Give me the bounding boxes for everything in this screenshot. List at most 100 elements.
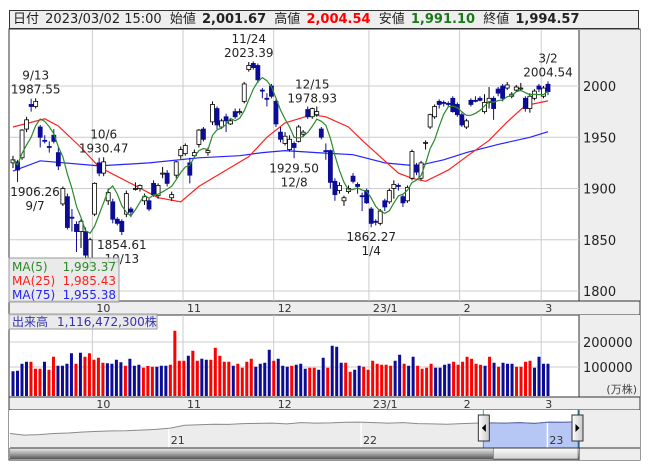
volume-bar-down <box>60 365 64 396</box>
month-tick-label: 3 <box>545 302 552 315</box>
volume-bar-down <box>105 363 109 396</box>
navigator-handle-right[interactable] <box>571 414 584 442</box>
candle-up <box>513 86 519 91</box>
close-label: 終値 <box>483 12 510 27</box>
volume-bar-down <box>357 365 361 396</box>
month-tick-label: 23/1 <box>373 302 398 315</box>
candle-down <box>128 208 134 213</box>
axis-labels: 2000 1950 1900 1850 1800 200000 100000 10 10 11 11… <box>96 80 632 411</box>
candle-down <box>83 231 88 256</box>
volume-bar-up <box>236 363 240 396</box>
candle-down <box>187 162 193 176</box>
volume-bar-up <box>195 360 199 396</box>
volume-bar-up <box>249 358 253 396</box>
navigator-year-label: 21 <box>171 434 185 447</box>
volume-bar-down <box>294 364 298 396</box>
annotation-date: 11/24 <box>231 32 266 46</box>
navigator-scrollbar[interactable] <box>10 447 640 460</box>
volume-bar-down <box>447 363 451 396</box>
annotation-value: 1978.93 <box>287 92 337 106</box>
low-label: 安値 <box>378 12 405 27</box>
volume-bar-down <box>537 356 541 396</box>
volume-bar-up <box>470 358 474 396</box>
volume-bar-down <box>510 363 514 396</box>
candle-up <box>78 220 84 232</box>
volume-bar-down <box>254 366 258 396</box>
volume-bar-down <box>443 364 447 396</box>
legend-box <box>8 257 120 303</box>
annotation-value: 1862.27 <box>346 230 396 244</box>
candle-up <box>427 114 433 128</box>
month-tick-label: 2 <box>464 398 471 411</box>
candle-up <box>463 120 469 128</box>
candle-up <box>296 126 302 142</box>
volume-bar-up <box>348 371 352 396</box>
candle-up <box>386 190 392 203</box>
candle-up <box>341 197 347 202</box>
volume-tick-label: 200000 <box>583 336 633 351</box>
volume-bar-up <box>420 368 424 396</box>
candle-up <box>182 145 188 155</box>
volume-bar-up <box>429 363 433 396</box>
month-tick-label: 12 <box>278 302 292 315</box>
candle-up <box>137 185 143 189</box>
volume-bar-up <box>74 363 78 396</box>
navigator[interactable]: 21 22 23 <box>9 410 640 460</box>
candle-down <box>364 190 370 204</box>
volume-bar-down <box>186 355 190 396</box>
candle-down <box>42 139 48 142</box>
candle-up <box>432 106 438 118</box>
ma75-line <box>12 131 549 172</box>
candle-down <box>495 88 501 94</box>
volume-bar-down <box>69 353 73 396</box>
volume-bar-down <box>335 346 339 396</box>
volume-bar-down <box>501 362 505 396</box>
month-tick-label: 23/1 <box>373 398 398 411</box>
scrollbar-track <box>10 448 579 459</box>
volume-bar-up <box>146 366 150 396</box>
legend-ma25-value: 1,985.43 <box>63 274 116 288</box>
volume-bar-down <box>492 362 496 396</box>
candle-down <box>110 201 116 220</box>
legend-ma5-label: MA(5) <box>12 260 48 274</box>
volume-label: 出来高 <box>12 314 48 329</box>
volume-bar-up <box>465 356 469 396</box>
candle-down <box>522 97 528 109</box>
scrollbar-thumb <box>493 447 579 460</box>
volume-bar-up <box>366 369 370 396</box>
volume-bar-up <box>123 365 127 396</box>
navigator-handle-left[interactable] <box>477 414 490 442</box>
candle-up <box>160 172 166 175</box>
candle-down <box>327 150 333 183</box>
volume-legend: 出来高 1,116,472,300株 <box>8 313 158 330</box>
candle-down <box>400 196 406 204</box>
price-tick-label: 2000 <box>583 80 616 95</box>
navigator-year-label: 23 <box>549 434 563 447</box>
annotation-date: 10/6 <box>90 127 117 141</box>
month-tick-label: 11 <box>187 302 201 315</box>
candle-down <box>146 200 152 210</box>
candle-down <box>368 208 374 224</box>
month-tick-label: 10 <box>96 302 110 315</box>
candle-down <box>15 161 20 171</box>
volume-bar-down <box>317 369 321 396</box>
candle-down <box>536 85 542 90</box>
month-tick-label: 2 <box>464 302 471 315</box>
annotation-value: 1906.26 <box>10 185 60 199</box>
volume-bar-up <box>362 366 366 396</box>
annotation-value: 2004.54 <box>523 65 573 79</box>
annotation-date: 12/15 <box>295 78 330 92</box>
candle-up <box>60 188 66 205</box>
volume-bar-up <box>528 360 532 396</box>
volume-bar-down <box>15 370 19 396</box>
volume-bar-down <box>137 364 141 396</box>
volume-total: 1,116,472,300株 <box>57 314 157 329</box>
candle-down <box>414 164 419 173</box>
candle-up <box>246 65 252 70</box>
price-tick-label: 1900 <box>583 183 616 198</box>
volume-bar-up <box>33 368 37 396</box>
volume-bar-down <box>78 352 82 396</box>
